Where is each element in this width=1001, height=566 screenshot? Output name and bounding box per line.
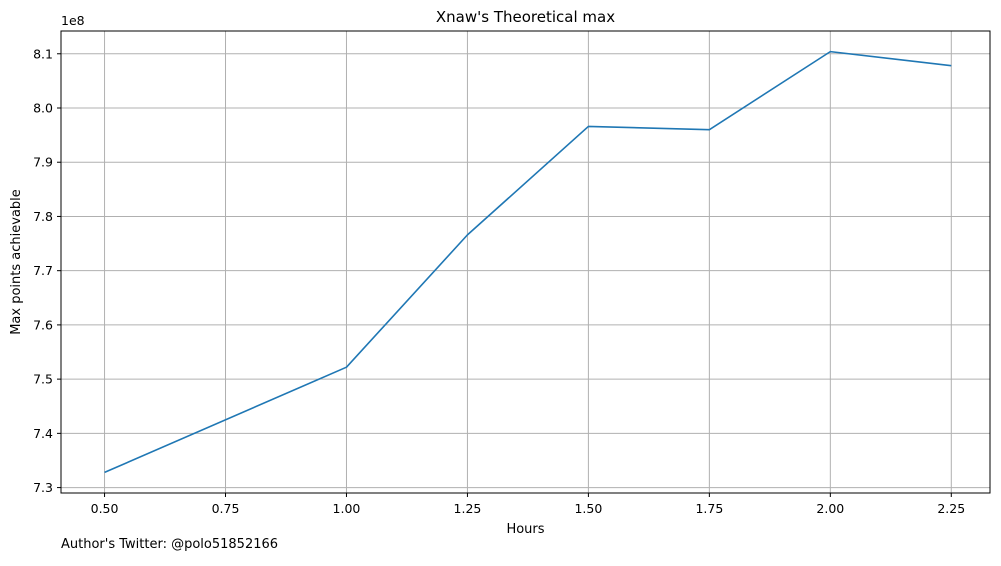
y-tick-label: 8.0 bbox=[33, 101, 53, 116]
y-tick-label: 7.6 bbox=[33, 317, 53, 332]
y-tick-label: 7.4 bbox=[33, 426, 53, 441]
author-twitter-note: Author's Twitter: @polo51852166 bbox=[61, 537, 279, 552]
y-tick-label: 7.7 bbox=[33, 263, 53, 278]
y-tick-label: 8.1 bbox=[33, 46, 53, 61]
y-tick-label: 7.5 bbox=[33, 372, 53, 387]
x-tick-label: 2.00 bbox=[816, 501, 844, 516]
series-layer bbox=[104, 50, 952, 474]
x-tick-label: 1.75 bbox=[695, 501, 723, 516]
x-tick-label: 0.75 bbox=[212, 501, 240, 516]
y-axis-title: Max points achievable bbox=[9, 189, 24, 335]
x-tick-label: 0.50 bbox=[91, 501, 119, 516]
x-tick-label: 1.50 bbox=[574, 501, 602, 516]
x-tick-label: 1.25 bbox=[454, 501, 482, 516]
axis-ticks: 0.50 0.75 1.00 1.25 1.50 1.75 2.00 2.25 7.3 7.4 7.… bbox=[33, 46, 965, 516]
x-axis-title: Hours bbox=[506, 522, 544, 537]
series-line bbox=[104, 50, 952, 474]
y-tick-label: 7.9 bbox=[33, 155, 53, 170]
x-tick-label: 2.25 bbox=[937, 501, 965, 516]
y-tick-label: 7.8 bbox=[33, 209, 53, 224]
x-tick-label: 1.00 bbox=[333, 501, 361, 516]
chart-title: Xnaw's Theoretical max bbox=[436, 8, 615, 26]
y-axis-offset-label: 1e8 bbox=[61, 13, 85, 28]
y-tick-label: 7.3 bbox=[33, 480, 53, 495]
plot-area-frame bbox=[60, 30, 991, 494]
grid bbox=[61, 31, 990, 493]
